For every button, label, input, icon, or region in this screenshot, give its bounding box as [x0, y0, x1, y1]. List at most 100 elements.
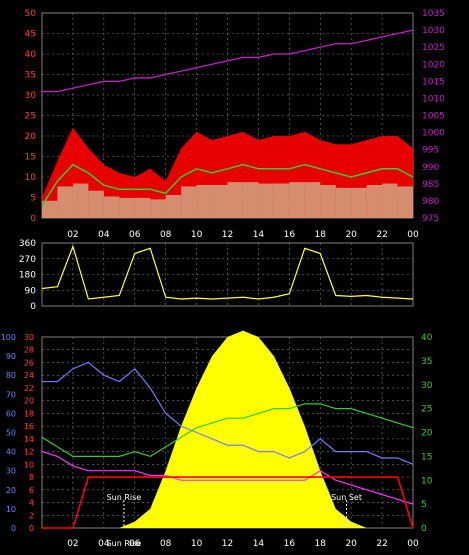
pressure-ytick-1015: 1015: [422, 77, 445, 87]
wind-speed-bar: [88, 190, 104, 218]
solar-radiation-area: [42, 330, 413, 528]
wind-xtick-14: 14: [253, 230, 265, 240]
wx-xtick-20: 20: [345, 539, 357, 549]
wx-xtick-12: 12: [222, 539, 233, 549]
compass-n-bottom: N: [439, 302, 448, 315]
pressure-ytick-1030: 1030: [422, 26, 445, 36]
humidity-ytick-4: 4: [29, 499, 34, 508]
wind-speed-bar: [335, 187, 352, 218]
dir-ytick-360: 360: [19, 239, 36, 249]
pressure-ytick-1005: 1005: [422, 112, 445, 122]
wx-xtick-02: 02: [67, 539, 78, 549]
dir-ytick-180: 180: [19, 271, 36, 281]
wx-xtick-14: 14: [253, 539, 265, 549]
pressure-ytick-1010: 1010: [422, 94, 445, 104]
rain-ytick-50: 50: [6, 429, 16, 438]
dewpoint-label: Dew Point (°C): [392, 320, 469, 333]
wind-speed-bar: [165, 195, 182, 218]
wind-speed-bar: [304, 182, 321, 218]
wind-speed-bar: [351, 187, 367, 218]
pressure-ytick-1025: 1025: [422, 43, 445, 53]
wind-speed-bar: [227, 182, 243, 218]
wind-xtick-04: 04: [98, 230, 110, 240]
wind-xtick-10: 10: [191, 230, 203, 240]
chart-title: 24 hour graph data - 24 Giugno 2015: [168, 0, 374, 13]
pressure-label: Pressione: [371, 0, 424, 13]
humidity-ytick-30: 30: [24, 333, 34, 342]
pressure-ytick-1035: 1035: [422, 9, 445, 19]
rain-ytick-70: 70: [6, 390, 16, 399]
wind-speed-bar: [289, 182, 305, 218]
wind-speed-bar: [72, 183, 89, 218]
pressure-ytick-1020: 1020: [422, 60, 445, 70]
pressure-ytick-1000: 1000: [422, 129, 445, 139]
dir-ytick-0: 0: [30, 302, 36, 312]
wind-ytick-25: 25: [25, 112, 36, 122]
humidity-ytick-10: 10: [24, 460, 34, 469]
wind-xtick-22: 22: [376, 230, 387, 240]
wind-xtick-00: 00: [407, 230, 419, 240]
temp-ytick-30: 30: [421, 381, 433, 391]
humidity-ytick-16: 16: [24, 422, 34, 431]
wind-direction-line: [41, 244, 414, 300]
wind-speed-bar: [196, 184, 213, 218]
humidity-ytick-2: 2: [29, 511, 34, 520]
pressure-ytick-995: 995: [422, 146, 439, 156]
wind-speed-bar: [397, 186, 413, 218]
rain-ytick-20: 20: [6, 486, 16, 495]
humidity-ytick-22: 22: [24, 384, 34, 393]
wind-speed-bar: [212, 184, 228, 218]
temp-ytick-25: 25: [421, 405, 432, 415]
humidity-ytick-0: 0: [29, 524, 34, 533]
wind-xtick-02: 02: [67, 230, 78, 240]
wx-xtick-04: 04: [98, 539, 110, 549]
wx-xtick-00: 00: [407, 539, 419, 549]
wx-xtick-08: 08: [160, 539, 172, 549]
temp-ytick-40: 40: [421, 333, 433, 343]
wind-speed-bar: [273, 183, 290, 218]
wind-ytick-50: 50: [25, 9, 37, 19]
wx-xtick-10: 10: [191, 539, 203, 549]
pressure-ytick-985: 985: [422, 180, 439, 190]
wind-ytick-5: 5: [30, 194, 36, 204]
temperature-label: Temperatura: [313, 320, 383, 333]
wind-speed-bar: [181, 186, 197, 218]
wind-speed-bar: [258, 183, 274, 218]
rain-ytick-100: 100: [1, 333, 16, 342]
pressure-ytick-990: 990: [422, 163, 439, 173]
compass-n-top: N: [439, 239, 448, 252]
wind-speed-bar: [119, 197, 135, 218]
wind-speed-bar: [134, 197, 151, 218]
wx-xtick-16: 16: [284, 539, 296, 549]
wind-xtick-08: 08: [160, 230, 172, 240]
temp-ytick-0: 0: [421, 524, 427, 534]
wind-speed-bar: [320, 184, 336, 218]
rain-ytick-40: 40: [6, 448, 16, 457]
wind-xtick-20: 20: [345, 230, 357, 240]
wind-xtick-12: 12: [222, 230, 233, 240]
rain-label: Pioggia: [2, 320, 42, 333]
humidity-line: [42, 361, 414, 465]
temp-ytick-5: 5: [421, 500, 427, 510]
wx-xtick-22: 22: [376, 539, 387, 549]
dir-ytick-270: 270: [19, 255, 36, 265]
dewpoint-line: [41, 451, 414, 505]
wind-ytick-0: 0: [30, 214, 36, 224]
pressure-ytick-975: 975: [422, 214, 439, 224]
wind-ytick-20: 20: [25, 132, 37, 142]
wind-speed-bar: [242, 182, 259, 218]
compass-s: S: [439, 270, 446, 283]
wind-speed-bar: [366, 184, 383, 218]
wx-xtick-06: 06: [129, 539, 141, 549]
rain-ytick-10: 10: [6, 505, 16, 514]
compass-w: W: [438, 254, 449, 267]
humidity-ytick-12: 12: [24, 448, 34, 457]
sunrise-label: Sun Rise: [107, 493, 142, 502]
rain-line: [42, 476, 414, 529]
humidity-ytick-20: 20: [24, 397, 34, 406]
temp-ytick-35: 35: [421, 357, 432, 367]
wind-ytick-45: 45: [25, 30, 36, 40]
wind-average-line: [41, 163, 414, 207]
